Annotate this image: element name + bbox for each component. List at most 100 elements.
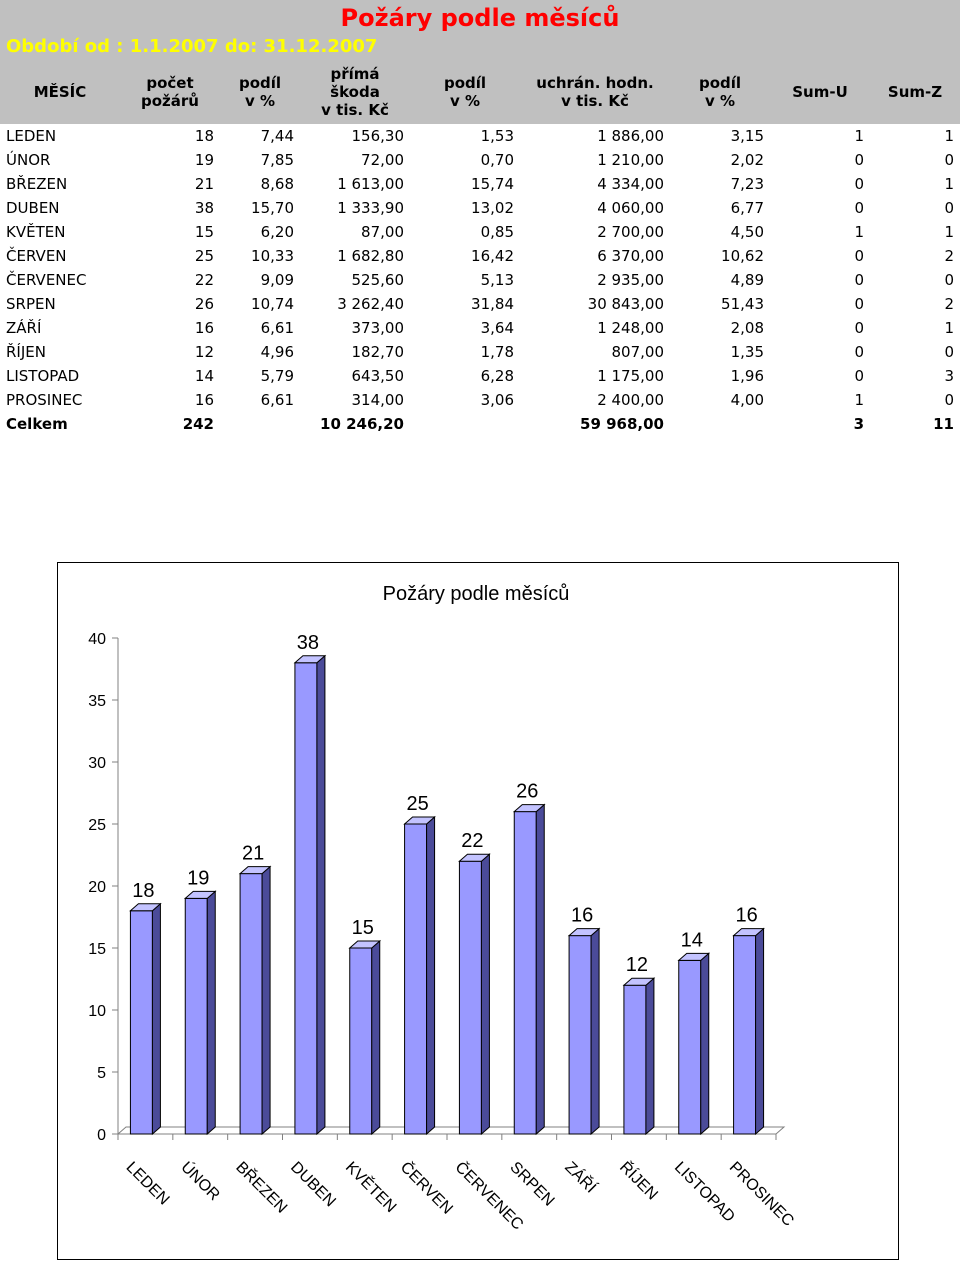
bar-side — [645, 977, 655, 1136]
value-cell: 2 — [944, 295, 954, 313]
category-label: LEDEN — [123, 1159, 173, 1209]
category-label: PROSINEC — [726, 1159, 797, 1230]
bar-top — [622, 977, 656, 986]
bar-top — [129, 903, 162, 912]
value-cell: 0 — [944, 199, 954, 217]
value-cell: 16,42 — [471, 247, 514, 265]
y-tick-label: 20 — [88, 879, 106, 896]
value-cell: 807,00 — [611, 343, 665, 361]
value-cell: 22 — [194, 271, 214, 289]
y-tick-label: 10 — [88, 1003, 106, 1020]
value-cell: 13,02 — [471, 199, 514, 217]
bar-side — [755, 927, 765, 1136]
category-label: DUBEN — [287, 1159, 339, 1211]
value-cell: 12 — [194, 343, 214, 361]
value-cell: 72,00 — [361, 151, 404, 169]
bar-top — [183, 890, 217, 899]
y-tick-label: 5 — [97, 1065, 106, 1082]
value-cell: 1 886,00 — [597, 127, 664, 145]
month-cell: ŘÍJEN — [6, 343, 46, 361]
value-cell: 0 — [944, 271, 954, 289]
bar — [239, 873, 263, 1135]
value-cell: 1 210,00 — [597, 151, 664, 169]
data-label: 25 — [406, 793, 428, 815]
bar — [568, 935, 592, 1135]
value-cell: 7,44 — [260, 127, 294, 145]
y-tick-label: 40 — [88, 631, 106, 648]
value-cell: 0 — [854, 247, 864, 265]
bar — [513, 811, 537, 1135]
bar — [349, 947, 373, 1135]
data-label: 26 — [516, 781, 538, 803]
data-label: 19 — [187, 867, 209, 889]
value-cell: 38 — [194, 199, 214, 217]
value-cell: 10,74 — [251, 295, 294, 313]
value-cell: 0 — [854, 367, 864, 385]
value-cell: 2 400,00 — [597, 391, 664, 409]
value-cell: 0,85 — [480, 223, 514, 241]
bar — [623, 984, 647, 1135]
value-cell: 1 — [944, 223, 954, 241]
table-row: LISTOPAD 14 5,79 643,50 6,28 1 175,00 1,96 0 3 — [0, 364, 960, 388]
value-cell: 7,23 — [730, 175, 764, 193]
month-cell: LEDEN — [6, 127, 57, 145]
value-cell: 10,33 — [251, 247, 294, 265]
bar-side — [261, 865, 271, 1136]
table-row: LEDEN 18 7,44 156,30 1,53 1 886,00 3,15 1 1 — [0, 124, 960, 148]
value-cell: 51,43 — [721, 295, 764, 313]
value-cell: 1,78 — [480, 343, 514, 361]
month-cell: ÚNOR — [6, 151, 51, 169]
column-header: podíl v % — [698, 74, 742, 110]
category-label: ČERVEN — [397, 1157, 457, 1217]
value-cell: 2 700,00 — [597, 223, 664, 241]
value-cell: 10 246,20 — [320, 415, 404, 433]
bar — [404, 823, 428, 1135]
month-cell: DUBEN — [6, 199, 60, 217]
value-cell: 1,35 — [730, 343, 764, 361]
bar-top — [293, 655, 327, 664]
bar-side — [535, 803, 545, 1136]
data-label: 22 — [461, 830, 483, 852]
bar-side — [480, 853, 490, 1136]
value-cell: 87,00 — [361, 223, 404, 241]
value-cell: 6,77 — [730, 199, 764, 217]
bar-top — [567, 928, 601, 937]
value-cell: 0 — [944, 391, 954, 409]
value-cell: 2,08 — [730, 319, 764, 337]
month-cell: SRPEN — [6, 295, 56, 313]
category-label: BŘEZEN — [232, 1157, 291, 1216]
bar-top — [348, 940, 382, 949]
value-cell: 1 — [944, 319, 954, 337]
value-cell: 3,06 — [480, 391, 514, 409]
bar-side — [426, 815, 436, 1136]
y-tick-label: 15 — [88, 941, 106, 958]
bar-side — [206, 890, 216, 1136]
value-cell: 18 — [194, 127, 214, 145]
table-row: SRPEN 26 10,74 3 262,40 31,84 30 843,00 51,43 0… — [0, 292, 960, 316]
value-cell: 0 — [944, 343, 954, 361]
bar-side — [700, 952, 710, 1136]
value-cell: 6 370,00 — [597, 247, 664, 265]
value-cell: 4,00 — [730, 391, 764, 409]
data-label: 16 — [571, 905, 593, 927]
category-label: ÚNOR — [177, 1157, 224, 1204]
month-cell: BŘEZEN — [6, 175, 68, 193]
bar — [733, 935, 757, 1135]
value-cell: 643,50 — [351, 367, 405, 385]
value-cell: 31,84 — [471, 295, 514, 313]
table-row: DUBEN 38 15,70 1 333,90 13,02 4 060,00 6,77 0 0 — [0, 196, 960, 220]
value-cell: 16 — [194, 319, 214, 337]
value-cell: 0 — [854, 151, 864, 169]
value-cell: 1 248,00 — [597, 319, 664, 337]
value-cell: 15,70 — [251, 199, 294, 217]
value-cell: 314,00 — [351, 391, 405, 409]
value-cell: 2 — [944, 247, 954, 265]
value-cell: 2 935,00 — [597, 271, 664, 289]
value-cell: 1,53 — [480, 127, 514, 145]
value-cell: 0 — [854, 271, 864, 289]
value-cell: 1 — [854, 391, 864, 409]
value-cell: 6,20 — [260, 223, 294, 241]
bar — [678, 959, 702, 1135]
value-cell: 14 — [194, 367, 214, 385]
